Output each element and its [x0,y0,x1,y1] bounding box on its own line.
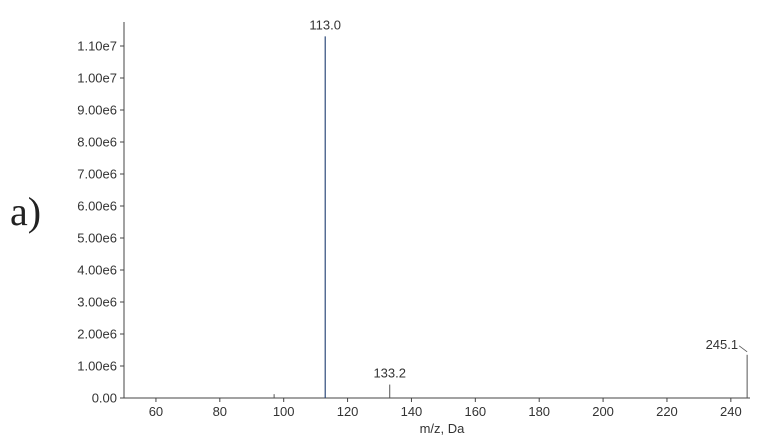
y-tick-label: 9.00e6 [77,103,117,118]
x-tick-label: 80 [213,404,227,419]
x-tick-label: 140 [401,404,423,419]
x-tick-label: 220 [656,404,678,419]
x-tick-label: 180 [528,404,550,419]
peaks: 113.0 133.2 245.1 [273,17,748,398]
y-tick-label: 1.00e6 [77,359,117,374]
x-tick-label: 160 [464,404,486,419]
y-tick-label: 3.00e6 [77,295,117,310]
y-tick-label: 1.10e7 [77,39,117,54]
y-tick-label: 8.00e6 [77,135,117,150]
x-axis-title: m/z, Da [420,421,466,436]
x-tick-label: 60 [149,404,163,419]
x-tick-label: 120 [337,404,359,419]
panel-label: a) [10,189,42,234]
y-tick-label: 5.00e6 [77,231,117,246]
y-tick-label: 6.00e6 [77,199,117,214]
y-tick-label: 7.00e6 [77,167,117,182]
y-axis: 0.00 1.00e6 2.00e6 3.00e6 4.00e6 5.00e6 6.00e6… [77,22,125,406]
x-tick-label: 100 [273,404,295,419]
y-tick-label: 2.00e6 [77,327,117,342]
y-tick-label: 0.00 [92,391,117,406]
y-tick-label: 1.00e7 [77,71,117,86]
peak-label: 113.0 [309,17,341,32]
peak-label: 245.1 [706,337,739,352]
y-tick-label: 4.00e6 [77,263,117,278]
x-axis: 60 80 100 120 140 160 180 200 220 240 [124,397,750,419]
x-tick-label: 200 [592,404,614,419]
peak-leader [738,345,748,353]
x-tick-label: 240 [720,404,742,419]
peak-label: 133.2 [373,366,406,381]
